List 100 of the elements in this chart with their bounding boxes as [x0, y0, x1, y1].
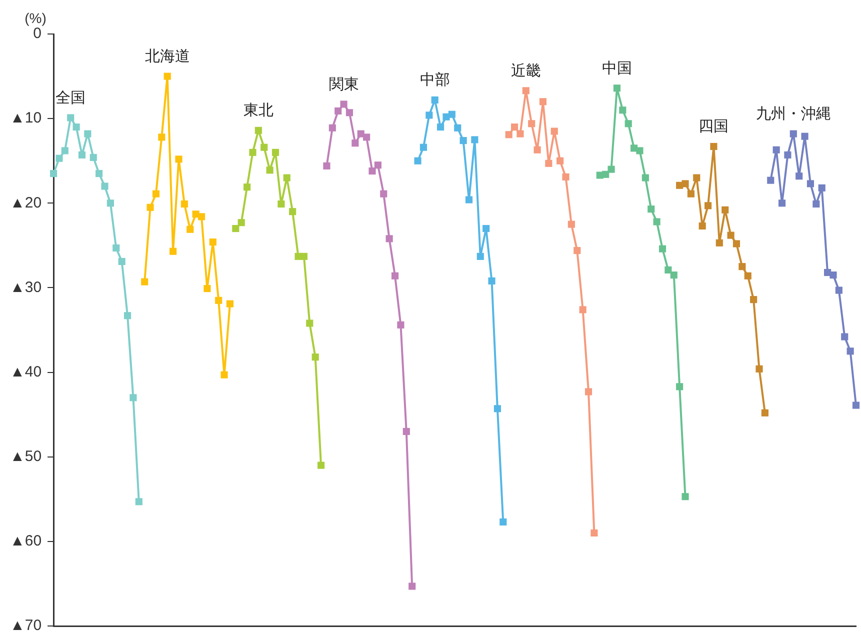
point [636, 147, 644, 154]
point [727, 232, 734, 239]
point [391, 272, 399, 280]
point [180, 200, 188, 208]
point [528, 120, 536, 128]
point [61, 147, 68, 154]
point [380, 190, 388, 198]
point [289, 208, 296, 216]
point [732, 240, 740, 248]
point [602, 170, 610, 178]
point [346, 109, 354, 116]
point [334, 107, 342, 114]
point [784, 151, 792, 158]
point [426, 112, 433, 119]
point [471, 136, 478, 144]
point [658, 245, 666, 252]
point [72, 123, 80, 131]
point [482, 224, 490, 232]
y-axis-title: (%) [24, 10, 46, 26]
point [624, 120, 632, 128]
point [608, 166, 615, 173]
point [465, 196, 473, 204]
point [238, 219, 245, 226]
point [414, 157, 422, 164]
point [687, 190, 694, 198]
point [494, 405, 501, 412]
point [112, 244, 120, 252]
point [328, 124, 336, 132]
point [141, 278, 148, 286]
point [402, 428, 410, 436]
point [317, 462, 325, 469]
point [642, 174, 649, 182]
point [260, 144, 268, 151]
series-label: 関東 [328, 76, 359, 93]
point [584, 388, 592, 396]
series-label: 近畿 [510, 62, 541, 80]
point [306, 320, 314, 327]
point [454, 124, 462, 132]
point [374, 162, 382, 169]
point [124, 312, 132, 320]
point [352, 140, 359, 147]
point [534, 146, 541, 154]
point [516, 130, 524, 138]
point [397, 321, 404, 328]
y-tick-label: 0 [33, 25, 42, 42]
point [852, 402, 860, 409]
series-label: 九州・沖縄 [756, 105, 831, 122]
point [750, 296, 758, 304]
point [744, 272, 752, 280]
y-tick-label: ▲70 [10, 617, 42, 634]
point [152, 190, 160, 198]
point [613, 84, 620, 92]
point [283, 174, 290, 182]
point [846, 348, 854, 355]
point [510, 123, 518, 131]
point [460, 137, 467, 144]
series-label: 中部 [420, 72, 450, 89]
point [448, 110, 456, 118]
point [562, 173, 570, 180]
point [106, 200, 114, 207]
point [767, 176, 774, 184]
point [801, 132, 808, 140]
point [204, 285, 211, 292]
point [796, 172, 803, 180]
point [118, 258, 126, 266]
point [244, 184, 251, 191]
point [164, 72, 171, 80]
point [130, 394, 137, 402]
point [67, 114, 74, 122]
y-tick-label: ▲30 [10, 278, 42, 296]
point [830, 271, 837, 279]
point [790, 130, 797, 138]
point [664, 266, 672, 274]
point [101, 182, 108, 190]
point [368, 167, 376, 175]
point [96, 170, 103, 178]
point [710, 142, 718, 150]
point [220, 371, 228, 378]
point [716, 239, 723, 246]
point [682, 493, 689, 500]
y-tick-label: ▲20 [10, 194, 42, 212]
point [340, 100, 348, 108]
point [278, 200, 285, 208]
point [761, 409, 768, 416]
point [135, 498, 142, 506]
point [363, 134, 370, 141]
y-tick-label: ▲60 [10, 532, 42, 550]
series-label: 全国 [56, 89, 86, 106]
point [778, 200, 786, 207]
point [756, 365, 763, 372]
point [590, 529, 598, 537]
point [476, 252, 484, 260]
point [431, 96, 438, 104]
point [146, 204, 154, 211]
point [818, 184, 826, 192]
point [488, 277, 496, 284]
point [500, 518, 507, 526]
point [550, 128, 558, 135]
point [806, 180, 814, 188]
point [522, 87, 530, 94]
